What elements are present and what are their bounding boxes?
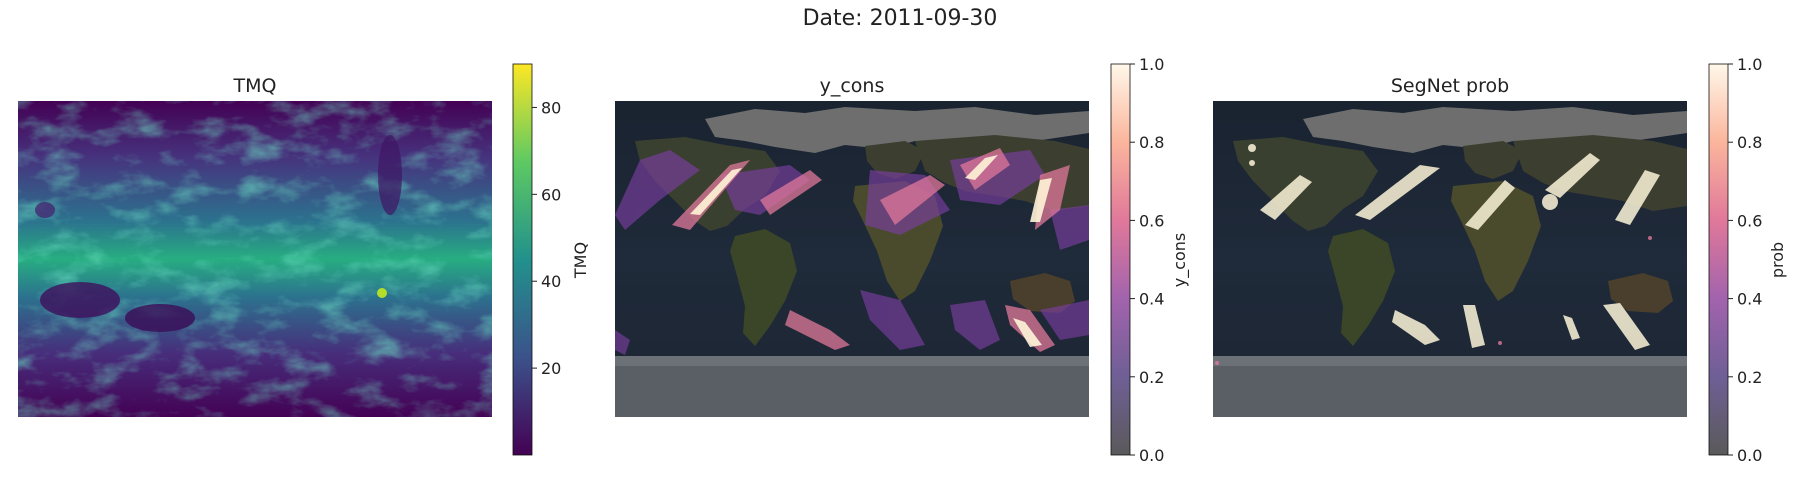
colorbar-tick-label: 0.2 [1737, 368, 1762, 387]
segnet-colorbar-ticks: 0.0 0.2 0.4 0.6 0.8 1.0 [1728, 55, 1762, 465]
tmq-colorbar [512, 63, 533, 456]
colorbar-tick-label: 0.2 [1139, 368, 1164, 387]
tmq-panel-title: TMQ [233, 75, 277, 97]
colorbar-tick-label: 80 [541, 98, 561, 117]
colorbar-tick-label: 1.0 [1139, 55, 1164, 74]
colorbar-tick-label: 20 [541, 359, 561, 378]
colorbar-tick-label: 1.0 [1737, 55, 1762, 74]
tmq-heatmap [18, 101, 492, 417]
segnet-panel-title: SegNet prob [1391, 75, 1509, 97]
tmq-colorbar-ticks: 20 40 60 80 [532, 98, 561, 378]
colorbar-tick-label: 0.4 [1139, 290, 1164, 309]
ycons-colorbar-label: y_cons [1170, 233, 1190, 288]
colorbar-tick-label: 0.0 [1139, 446, 1164, 465]
colorbar-tick-label: 0.4 [1737, 290, 1762, 309]
tmq-panel: TMQ 20 40 60 80 TMQ [18, 63, 590, 456]
colorbar-tick-label: 40 [541, 272, 561, 291]
colorbar-tick-label: 0.6 [1737, 211, 1762, 230]
segnet-map [1213, 101, 1687, 417]
ycons-panel-title: y_cons [820, 75, 885, 97]
ycons-map [615, 101, 1089, 417]
segnet-colorbar-label: prob [1768, 242, 1787, 278]
segnet-panel: SegNet prob [1213, 55, 1787, 465]
ycons-colorbar [1110, 63, 1131, 456]
ycons-panel: y_cons [615, 55, 1190, 465]
colorbar-tick-label: 0.8 [1737, 133, 1762, 152]
colorbar-tick-label: 0.0 [1737, 446, 1762, 465]
tmq-colorbar-label: TMQ [571, 242, 590, 279]
ycons-colorbar-ticks: 0.0 0.2 0.4 0.6 0.8 1.0 [1130, 55, 1164, 465]
figure-title: Date: 2011-09-30 [802, 6, 998, 31]
colorbar-tick-label: 0.6 [1139, 211, 1164, 230]
colorbar-tick-label: 60 [541, 185, 561, 204]
colorbar-tick-label: 0.8 [1139, 133, 1164, 152]
segnet-colorbar [1708, 63, 1729, 456]
